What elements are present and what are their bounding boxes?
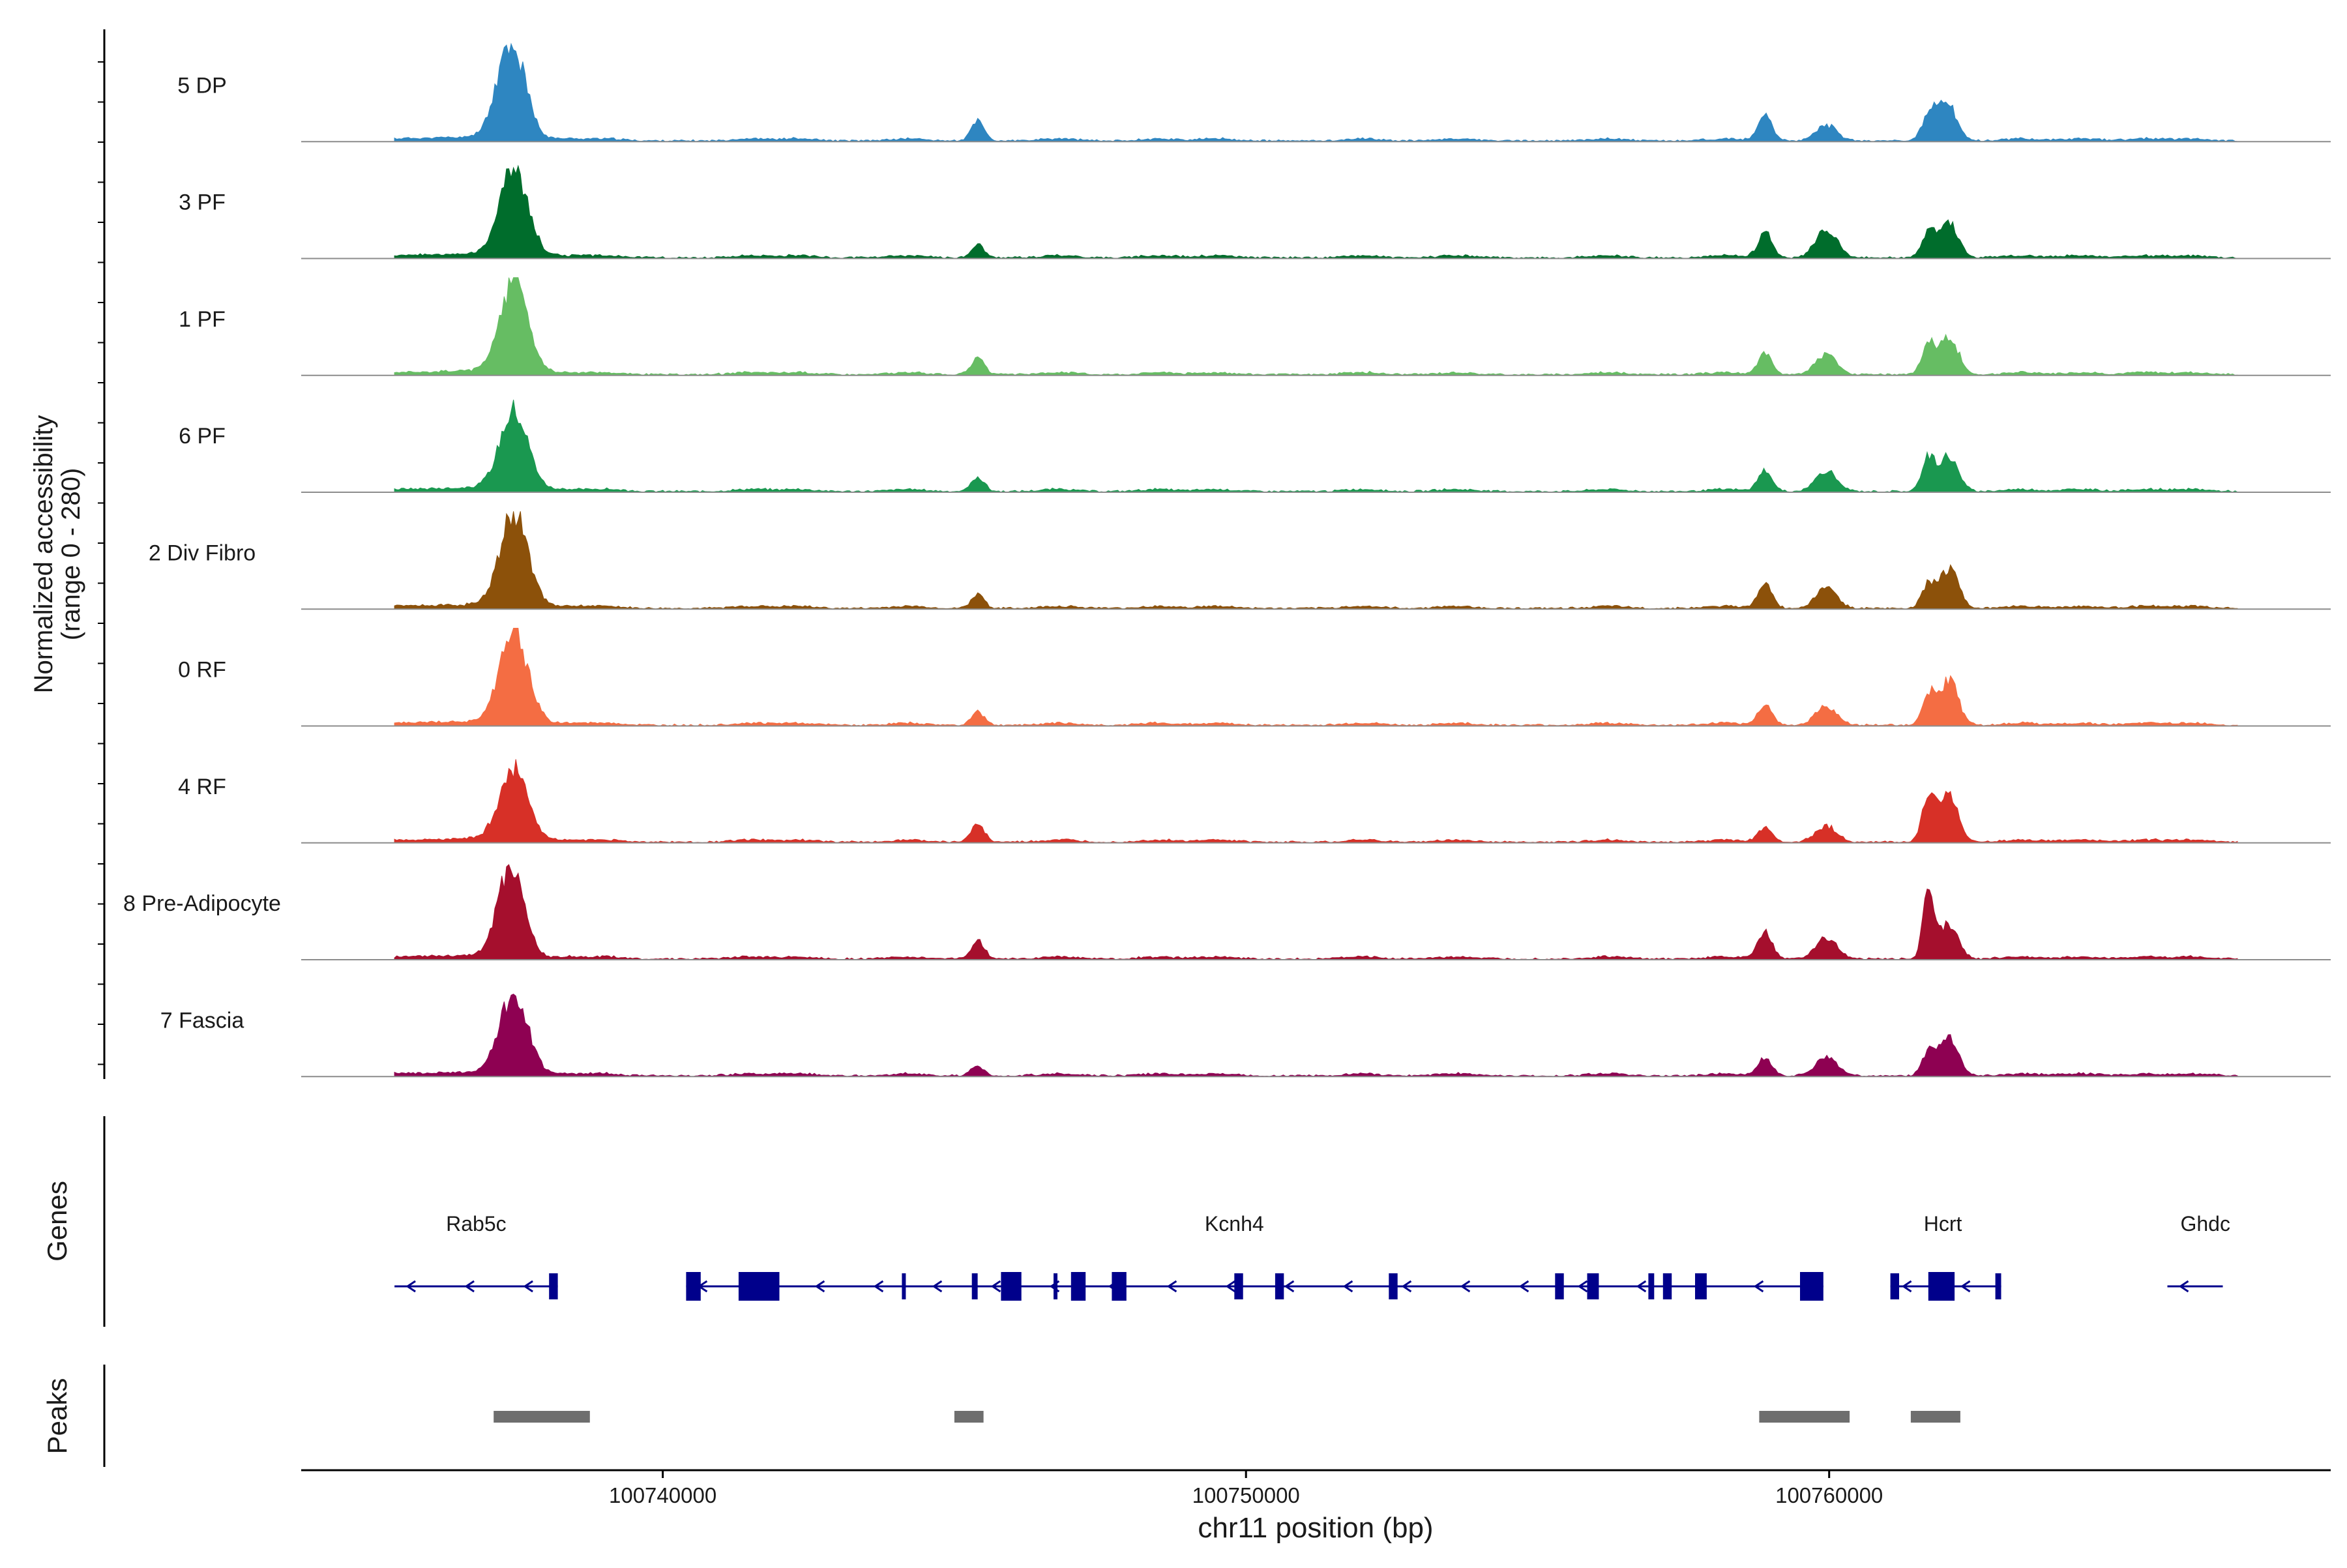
track-2-div-fibro: 2 Div Fibro (149, 511, 2331, 610)
track-label: 8 Pre-Adipocyte (123, 891, 281, 916)
track-8-pre-adipocyte: 8 Pre-Adipocyte (123, 864, 2331, 960)
track-signal (394, 277, 2238, 376)
y-axis-title: Normalized accessibility (29, 415, 58, 694)
strand-arrow (932, 1280, 943, 1293)
strand-arrow (873, 1280, 884, 1293)
y-axis-label: Normalized accessibility (29, 415, 58, 694)
peak-region (494, 1411, 590, 1423)
strand-arrow (1901, 1280, 1912, 1293)
gene-exon (1995, 1273, 2001, 1299)
strand-arrow (1166, 1280, 1177, 1293)
strand-arrow (1225, 1280, 1236, 1293)
peak-region (1759, 1411, 1850, 1423)
strand-arrow (1460, 1280, 1471, 1293)
strand-arrow (1284, 1280, 1295, 1293)
gene-exon (1555, 1273, 1564, 1299)
peak-region-track (494, 1411, 1960, 1423)
strand-arrow (1518, 1280, 1529, 1293)
strand-arrow (1960, 1280, 1971, 1293)
strand-arrow (1753, 1280, 1764, 1293)
track-signal (394, 994, 2238, 1077)
gene-exon (1662, 1273, 1672, 1299)
track-3-pf: 3 PF (179, 164, 2331, 259)
strand-arrow (1342, 1280, 1353, 1293)
strand-arrow (406, 1280, 416, 1293)
track-label: 6 PF (179, 424, 226, 449)
genes-axis-label: Genes (42, 1181, 72, 1262)
track-1-pf: 1 PF (179, 277, 2331, 376)
coverage-tracks: 5 DP 3 PF 1 PF 6 PF 2 Div Fibro 0 RF 4 RF 8 Pre… (123, 42, 2331, 1078)
gene-exon (738, 1272, 780, 1301)
gene-label: Kcnh4 (1205, 1212, 1264, 1235)
gene-exon (686, 1272, 701, 1301)
track-label: 1 PF (179, 307, 226, 332)
gene-annotation-track: Rab5c Kcnh4 Hcrt Ghdc (394, 1212, 2230, 1301)
x-axis-ticks: 100740000 100750000 100760000 (609, 1470, 1883, 1507)
strand-arrow (1577, 1280, 1588, 1293)
track-signal (394, 628, 2238, 726)
gene-rab5c: Rab5c (394, 1212, 558, 1299)
track-label: 4 RF (178, 775, 226, 799)
track-label: 3 PF (179, 190, 226, 215)
peaks-title: Peaks (42, 1378, 72, 1455)
gene-kcnh4: Kcnh4 (686, 1212, 1823, 1301)
track-label: 5 DP (177, 73, 227, 98)
gene-exon (902, 1273, 906, 1299)
strand-arrow (464, 1280, 475, 1293)
gene-exon (1800, 1272, 1823, 1301)
gene-label: Hcrt (1924, 1212, 1962, 1235)
gene-exon (1275, 1273, 1284, 1299)
strand-arrow (814, 1280, 825, 1293)
track-6-pf: 6 PF (179, 400, 2331, 493)
track-4-rf: 4 RF (178, 759, 2331, 844)
x-axis-label: chr11 position (bp) (1198, 1512, 1433, 1544)
gene-exon (549, 1273, 558, 1299)
gene-exon (1648, 1273, 1655, 1299)
x-tick-label: 100740000 (609, 1483, 716, 1507)
genes-title: Genes (42, 1181, 72, 1262)
track-7-fascia: 7 Fascia (160, 994, 2331, 1078)
track-label: 0 RF (178, 658, 226, 683)
track-signal (394, 42, 2238, 142)
strand-arrow (1401, 1280, 1412, 1293)
gene-label: Rab5c (446, 1212, 507, 1235)
gene-exon (971, 1273, 978, 1299)
track-label: 2 Div Fibro (149, 540, 256, 565)
gene-exon (1070, 1272, 1086, 1301)
gene-exon (1234, 1273, 1243, 1299)
gene-exon (1001, 1272, 1022, 1301)
track-5-dp: 5 DP (177, 42, 2331, 143)
peaks-axis-label: Peaks (42, 1378, 72, 1455)
gene-exon (1389, 1273, 1398, 1299)
track-label: 7 Fascia (160, 1008, 244, 1033)
peak-region (1910, 1411, 1960, 1423)
gene-label: Ghdc (2180, 1212, 2230, 1235)
x-tick-label: 100750000 (1192, 1483, 1300, 1507)
y-axis-range-title: (range 0 - 280) (57, 468, 85, 641)
gene-exon (1928, 1272, 1955, 1301)
track-0-rf: 0 RF (178, 628, 2331, 727)
strand-arrow (523, 1280, 533, 1293)
strand-arrow (990, 1280, 1001, 1293)
gene-exon (1112, 1272, 1127, 1301)
gene-hcrt: Hcrt (1890, 1212, 2001, 1301)
strand-arrow (1636, 1280, 1647, 1293)
gene-exon (1890, 1273, 1899, 1299)
y-axis-range-label: (range 0 - 280) (57, 468, 85, 641)
peak-region (954, 1411, 984, 1423)
coverage-y-ticks (98, 61, 104, 1065)
gene-exon (1695, 1273, 1707, 1299)
gene-exon (1587, 1273, 1599, 1299)
gene-ghdc: Ghdc (2167, 1212, 2230, 1293)
gene-exon (1054, 1273, 1057, 1299)
track-signal (394, 864, 2238, 960)
strand-arrow (2178, 1280, 2189, 1293)
x-tick-label: 100760000 (1775, 1483, 1883, 1507)
